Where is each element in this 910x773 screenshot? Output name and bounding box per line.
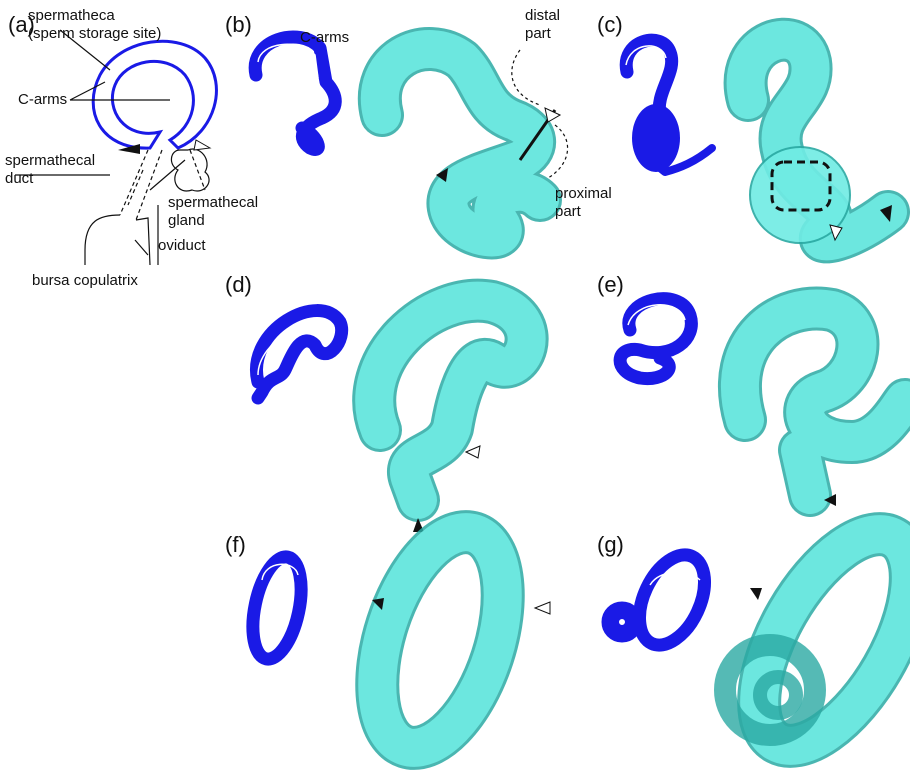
- panel-label: (b): [225, 12, 252, 37]
- figure: (a) (b) (c) (d) (e) (f) (g) spermatheca …: [0, 0, 910, 773]
- panel-label: (f): [225, 532, 246, 557]
- panel-label: (e): [597, 272, 624, 297]
- annotation: part: [555, 203, 582, 220]
- annotation: proximal: [555, 185, 612, 202]
- schematic: spermatheca (sperm storage site) C-arms …: [5, 7, 258, 289]
- panel-label: (d): [225, 272, 252, 297]
- render-c: [626, 40, 892, 243]
- render-b: C-arms distal part proximal part: [255, 7, 612, 237]
- render-d: [256, 301, 526, 532]
- annotation: (sperm storage site): [28, 25, 161, 42]
- annotation: C-arms: [18, 91, 67, 108]
- annotation: spermatheca: [28, 7, 115, 24]
- annotation: spermathecal: [5, 152, 95, 169]
- annotation: distal: [525, 7, 560, 24]
- annotation: bursa copulatrix: [32, 272, 138, 289]
- annotation: spermathecal: [168, 194, 258, 211]
- panel-label: (c): [597, 12, 623, 37]
- panel-label: (g): [597, 532, 624, 557]
- render-e: [620, 299, 905, 506]
- render-f: [245, 516, 550, 763]
- annotation: oviduct: [158, 237, 206, 254]
- annotation: C-arms: [300, 29, 349, 46]
- annotation: duct: [5, 170, 34, 187]
- annotation: part: [525, 25, 552, 42]
- render-g: [608, 510, 910, 769]
- annotation: gland: [168, 212, 205, 229]
